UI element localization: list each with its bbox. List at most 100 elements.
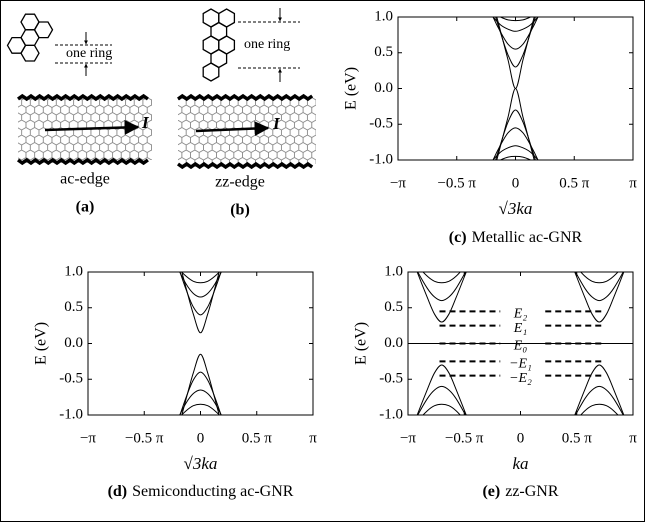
y-tick-label: -1.0	[369, 151, 393, 167]
x-tick-label: −0.5 π	[437, 175, 476, 191]
band	[180, 403, 221, 415]
band	[179, 371, 222, 415]
level-label: −E₁	[509, 357, 532, 372]
y-tick-label: 1.0	[384, 263, 403, 279]
band	[492, 145, 539, 160]
y-axis-label: E (eV)	[343, 67, 360, 110]
y-tick-label: 0.0	[384, 335, 403, 351]
band	[499, 155, 532, 160]
y-tick-label: 1.0	[64, 263, 83, 279]
band	[180, 272, 221, 284]
caption-text: zz-GNR	[505, 483, 559, 500]
band	[496, 87, 535, 160]
x-tick-label: π	[629, 175, 637, 191]
y-tick-label: 0.5	[64, 299, 83, 315]
plot-area	[179, 272, 222, 415]
x-tick-label: 0.5 π	[242, 430, 273, 446]
band	[422, 272, 619, 284]
y-axis-label: E (eV)	[33, 322, 50, 365]
level-label: E₂	[513, 307, 528, 322]
caption: (c) Metallic ac-GNR	[449, 229, 583, 246]
y-tick-label: 0.0	[374, 80, 393, 96]
x-axis-label: ka	[512, 454, 528, 473]
ribbon-edge	[16, 157, 149, 166]
y-axis-label: E (eV)	[353, 322, 370, 365]
y-tick-label: -1.0	[59, 406, 83, 422]
band	[492, 17, 539, 50]
plot-area	[492, 17, 539, 160]
y-tick-label: 1.0	[374, 8, 393, 24]
x-tick-label: −0.5 π	[125, 430, 164, 446]
hexagon	[202, 62, 220, 82]
y-tick-label: -0.5	[59, 371, 83, 387]
chart: −π −0.5 π 0 0.5 π π 1.0 0.5 0.0 -0.5 -1.0 √3ka E (e…	[343, 8, 638, 246]
band	[179, 272, 222, 316]
band	[179, 272, 222, 298]
x-tick-label: −π	[80, 430, 96, 446]
x-tick-label: −π	[390, 175, 406, 191]
ring-label: one ring	[66, 46, 112, 61]
current-label: I	[141, 113, 150, 132]
band	[492, 127, 539, 160]
band	[179, 389, 222, 415]
band	[499, 17, 532, 22]
band	[495, 109, 536, 160]
caption-text: Metallic ac-GNR	[472, 229, 583, 246]
x-tick-label: 0	[517, 430, 525, 446]
band	[416, 272, 625, 323]
level-label: E₀	[513, 339, 528, 354]
x-tick-label: 0	[512, 175, 520, 191]
panel-label: (a)	[76, 199, 95, 216]
current-arrow	[44, 119, 140, 135]
panel-label: (d)	[108, 483, 128, 500]
y-tick-label: 0.5	[374, 44, 393, 60]
x-tick-label: 0.5 π	[559, 175, 590, 191]
y-tick-label: -0.5	[379, 371, 403, 387]
ribbon-edge	[176, 93, 314, 102]
band	[181, 272, 220, 334]
hexagon	[20, 44, 40, 62]
x-axis-label: √3ka	[499, 199, 533, 218]
band	[496, 17, 535, 90]
ribbon-edge	[176, 161, 314, 170]
plot-frame	[407, 271, 634, 416]
y-tick-label: 0.5	[384, 299, 403, 315]
edge-label: zz-edge	[215, 174, 265, 191]
x-tick-label: −π	[400, 430, 416, 446]
ribbon-edge	[16, 93, 149, 102]
current-arrow	[195, 121, 270, 137]
chart: −π −0.5 π 0 0.5 π π 1.0 0.5 0.0 -0.5 -1.0 √3ka E (e…	[33, 263, 318, 500]
band	[417, 272, 624, 302]
band	[422, 403, 619, 415]
band	[492, 17, 539, 32]
x-tick-label: π	[629, 430, 637, 446]
plot-frame	[87, 271, 314, 416]
plot-frame	[397, 16, 634, 161]
band	[416, 364, 625, 415]
caption: (d) Semiconducting ac-GNR	[108, 483, 294, 500]
plot-area	[408, 272, 633, 415]
current-label: I	[272, 114, 281, 133]
edge-label: ac-edge	[60, 171, 110, 188]
x-tick-label: 0	[197, 430, 205, 446]
band	[417, 385, 624, 415]
panel-label: (b)	[230, 202, 250, 219]
caption-text: Semiconducting ac-GNR	[132, 483, 294, 500]
x-tick-label: 0.5 π	[562, 430, 593, 446]
x-tick-label: π	[309, 430, 317, 446]
band	[181, 353, 220, 415]
x-tick-label: −0.5 π	[445, 430, 484, 446]
diagrams: one ring I ac-edge (a) one ring I zz-edg…	[6, 8, 316, 219]
y-tick-label: 0.0	[64, 335, 83, 351]
caption: (e) zz-GNR	[482, 483, 558, 500]
y-tick-label: -0.5	[369, 116, 393, 132]
y-tick-label: -1.0	[379, 406, 403, 422]
panel-label: (c)	[449, 229, 467, 246]
ring-label: one ring	[244, 37, 290, 52]
panel-label: (e)	[482, 483, 500, 500]
x-axis-label: √3ka	[184, 454, 218, 473]
